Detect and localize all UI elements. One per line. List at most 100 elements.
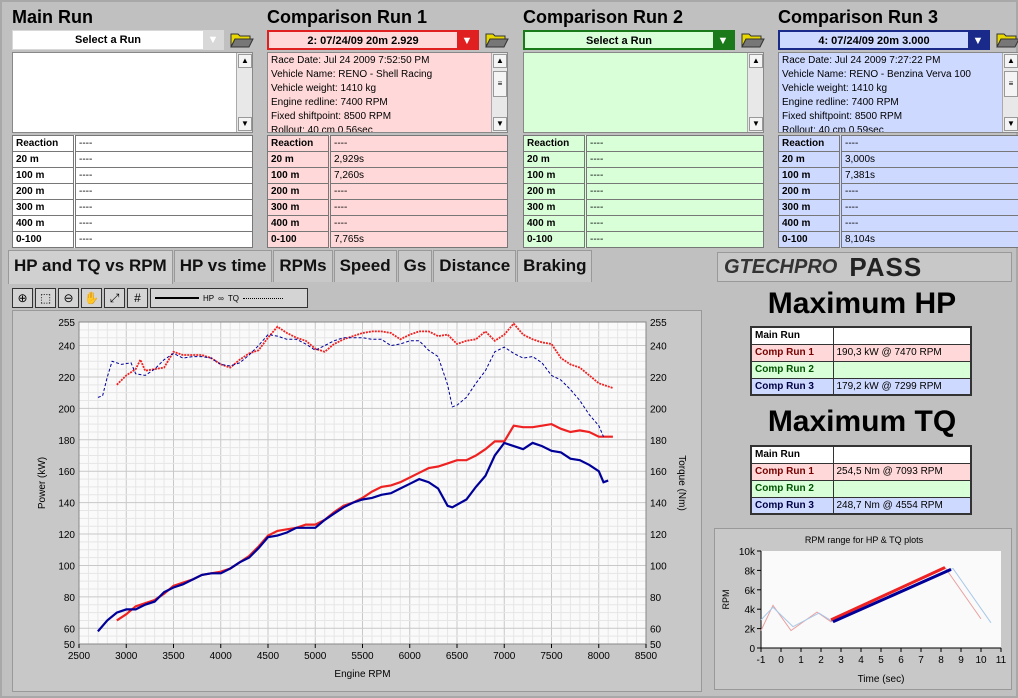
chevron-down-icon[interactable]: ▼ <box>203 31 223 49</box>
table-row: 300 m ---- <box>267 199 508 216</box>
hp-tq-chart[interactable]: 2500 3000 3500 4000 4500 5000 5500 6000 6500 7000… <box>13 311 703 693</box>
line-style-legend[interactable]: HP ∞ TQ <box>150 288 308 308</box>
info-line: Engine redline: 7400 RPM <box>271 97 388 108</box>
tab-rpms[interactable]: RPMs <box>273 250 333 282</box>
y2-tick-label: 140 <box>650 499 667 510</box>
scroll-down-icon[interactable]: ▼ <box>749 117 763 131</box>
table-row: 20 m ---- <box>523 151 764 168</box>
rpm-range-panel: RPM range for HP & TQ plots -1 0 1 2 3 4 5 6 7 8 9 1… <box>714 528 1012 690</box>
scrollbar[interactable]: ▲ ▼ <box>747 53 763 132</box>
y-tick-label: 255 <box>58 318 75 329</box>
select-value: 2: 07/24/09 20m 2.929 <box>307 35 419 47</box>
gtech-pro-pass-logo: GTECHPRO PASS <box>717 252 1012 282</box>
select-value: Select a Run <box>74 34 142 46</box>
scrollbar[interactable]: ▲ ▼ <box>236 53 252 132</box>
table-row: 300 m ---- <box>778 199 1018 216</box>
scroll-down-icon[interactable]: ▼ <box>1004 117 1018 131</box>
row-label: 300 m <box>523 199 587 216</box>
table-row: Main Run <box>750 445 972 464</box>
scroll-up-icon[interactable]: ▲ <box>493 54 507 68</box>
chevron-down-icon[interactable]: ▼ <box>713 32 733 50</box>
row-label: 100 m <box>523 167 587 184</box>
row-label: 400 m <box>778 215 842 232</box>
grid-icon[interactable]: # <box>127 288 148 308</box>
row-value: ---- <box>74 135 253 152</box>
folder-open-icon[interactable] <box>741 32 765 48</box>
main-run-select[interactable]: Select a Run ▼ <box>12 30 224 50</box>
comparison-run-1-info-box[interactable]: Race Date: Jul 24 2009 7:52:50 PM Vehicle… <box>267 52 508 133</box>
x-tick-label: 3 <box>838 655 844 666</box>
table-row: 20 m 3,000s <box>778 151 1018 168</box>
row-label: Reaction <box>267 135 331 152</box>
scroll-up-icon[interactable]: ▲ <box>1004 54 1018 68</box>
y2-tick-label: 50 <box>650 640 662 651</box>
zoom-in-icon[interactable]: ⊕ <box>12 288 33 308</box>
tab-speed[interactable]: Speed <box>333 250 397 282</box>
chevron-down-icon[interactable]: ▼ <box>968 32 988 50</box>
y-tick-label: 220 <box>58 373 75 384</box>
y-tick-label: 240 <box>58 342 75 353</box>
zoom-rect-icon[interactable]: ⬚ <box>35 288 56 308</box>
info-line: Race Date: Jul 24 2009 7:27:22 PM <box>782 55 941 66</box>
table-row: Comp Run 1 254,5 Nm @ 7093 RPM <box>750 462 972 481</box>
scroll-up-icon[interactable]: ▲ <box>749 54 763 68</box>
tab-distance[interactable]: Distance <box>433 250 517 282</box>
row-value: ---- <box>840 199 1018 216</box>
main-run-info-box[interactable]: ▲ ▼ <box>12 52 253 133</box>
x-tick-label: 4 <box>858 655 864 666</box>
y2-tick-label: 200 <box>650 404 667 415</box>
y-tick-label: 50 <box>64 640 76 651</box>
scroll-down-icon[interactable]: ▼ <box>493 117 507 131</box>
y-tick-label: 8k <box>744 566 756 577</box>
comparison-run-2-select[interactable]: Select a Run ▼ <box>523 30 735 50</box>
y2-tick-label: 100 <box>650 561 667 572</box>
scrollbar[interactable]: ▲ ≡ ▼ <box>491 53 507 132</box>
y-tick-label: 200 <box>58 404 75 415</box>
row-label: Reaction <box>778 135 842 152</box>
row-label: 0-100 <box>778 231 842 248</box>
table-row: 0-100 ---- <box>12 231 253 248</box>
fit-icon[interactable]: ⤢ <box>104 288 125 308</box>
table-row: Comp Run 3 248,7 Nm @ 4554 RPM <box>750 496 972 515</box>
folder-open-icon[interactable] <box>996 32 1018 48</box>
folder-open-icon[interactable] <box>485 32 509 48</box>
folder-open-icon[interactable] <box>230 32 254 48</box>
comparison-run-3-select[interactable]: 4: 07/24/09 20m 3.000 ▼ <box>778 30 990 50</box>
scroll-up-icon[interactable]: ▲ <box>238 54 252 68</box>
logo-product: PASS <box>849 251 923 282</box>
run-value <box>832 479 972 498</box>
pan-hand-icon[interactable]: ✋ <box>81 288 102 308</box>
comparison-run-3-title: Comparison Run 3 <box>778 7 939 27</box>
scroll-thumb[interactable]: ≡ <box>1004 71 1018 97</box>
tab-braking[interactable]: Braking <box>517 250 593 282</box>
y-tick-label: 6k <box>744 586 756 597</box>
table-row: 400 m ---- <box>523 215 764 232</box>
x-tick-label: 7 <box>918 655 924 666</box>
scroll-thumb[interactable]: ≡ <box>493 71 507 97</box>
tab-hp-vs-time[interactable]: HP vs time <box>173 250 273 282</box>
x-tick-label: 5 <box>878 655 884 666</box>
zoom-out-icon[interactable]: ⊖ <box>58 288 79 308</box>
table-row: 0-100 ---- <box>523 231 764 248</box>
chevron-down-icon[interactable]: ▼ <box>457 32 477 50</box>
scroll-down-icon[interactable]: ▼ <box>238 117 252 131</box>
comparison-run-3-info-box[interactable]: Race Date: Jul 24 2009 7:27:22 PM Vehicle… <box>778 52 1018 133</box>
comparison-run-1-select[interactable]: 2: 07/24/09 20m 2.929 ▼ <box>267 30 479 50</box>
rpm-range-chart[interactable]: RPM range for HP & TQ plots-1 0 1 2 3 4 5 6 7 8 9 1… <box>715 529 1013 691</box>
info-line: Race Date: Jul 24 2009 7:52:50 PM <box>271 55 430 66</box>
table-row: Reaction ---- <box>267 135 508 152</box>
y-tick-label: 10k <box>739 547 756 558</box>
rpm-comp-run-3-full <box>760 567 992 628</box>
y2-axis-label: Torque (Nm) <box>676 455 687 511</box>
tab-hp-and-tq-vs-rpm[interactable]: HP and TQ vs RPM <box>8 250 173 284</box>
row-value: ---- <box>585 199 764 216</box>
rpm-comp-run-1-range <box>830 566 946 622</box>
y-tick-label: 80 <box>64 593 76 604</box>
row-label: 20 m <box>12 151 76 168</box>
comparison-run-2-info-box[interactable]: ▲ ▼ <box>523 52 764 133</box>
max-hp-title: Maximum HP <box>767 287 957 320</box>
tab-gs[interactable]: Gs <box>397 250 433 282</box>
info-line: Engine redline: 7400 RPM <box>782 97 899 108</box>
max-tq-title: Maximum TQ <box>767 405 957 438</box>
scrollbar[interactable]: ▲ ≡ ▼ <box>1002 53 1018 132</box>
